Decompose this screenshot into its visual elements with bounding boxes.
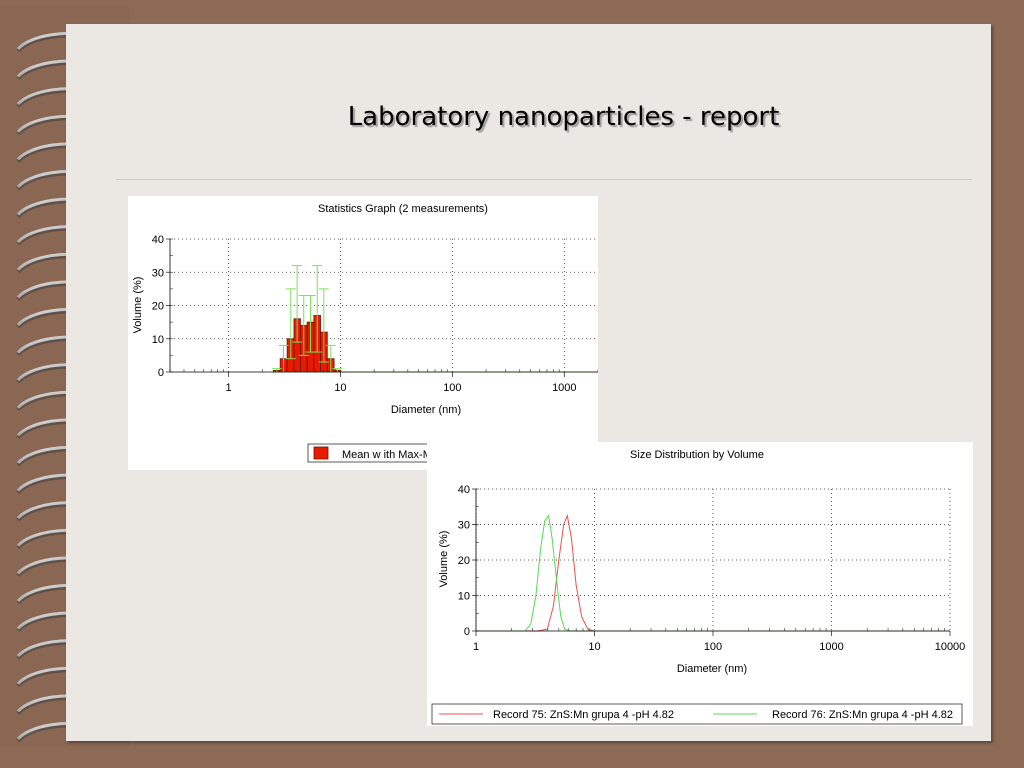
x-tick-label: 10 <box>588 641 600 653</box>
y-tick-label: 10 <box>458 591 470 603</box>
size-distribution-graph: Size Distribution by Volume 1 10 100 1000 10… <box>431 449 966 725</box>
x-tick-label: 1000 <box>552 382 576 394</box>
y-tick-label: 20 <box>458 555 470 567</box>
x-tick-label: 10000 <box>935 641 966 653</box>
x-tick-label: 1000 <box>819 641 843 653</box>
y-tick-label: 30 <box>152 267 164 279</box>
y-tick-label: 20 <box>152 301 164 313</box>
x-tick-label: 100 <box>443 382 461 394</box>
x-tick-label: 1 <box>473 641 479 653</box>
legend-label-record-75: Record 75: ZnS:Mn grupa 4 -pH 4.82 <box>493 709 674 721</box>
y-tick-label: 40 <box>458 484 470 496</box>
statistics-graph-panel: Statistics Graph (2 measurements) 1 10 100… <box>128 196 599 470</box>
y-axis-label: Volume (%) <box>132 277 144 334</box>
statistics-graph: Statistics Graph (2 measurements) 1 10 100… <box>132 203 599 463</box>
legend-swatch <box>313 446 329 460</box>
size-distribution-panel: Size Distribution by Volume 1 10 100 1000 10… <box>427 442 973 726</box>
chart-title: Statistics Graph (2 measurements) <box>318 203 488 215</box>
legend-label-record-76: Record 76: ZnS:Mn grupa 4 -pH 4.82 <box>772 709 953 721</box>
x-axis-label: Diameter (nm) <box>677 663 747 675</box>
series-line-record-76 <box>476 514 950 632</box>
y-tick-label: 0 <box>464 626 470 638</box>
y-tick-label: 0 <box>158 367 164 379</box>
x-tick-label: 100 <box>704 641 722 653</box>
chart-title: Size Distribution by Volume <box>630 449 764 461</box>
x-axis-label: Diameter (nm) <box>391 404 461 416</box>
x-tick-label: 10 <box>334 382 346 394</box>
y-axis-label: Volume (%) <box>438 531 450 588</box>
title-divider <box>116 179 972 180</box>
y-tick-label: 10 <box>152 334 164 346</box>
y-tick-label: 40 <box>152 234 164 246</box>
legend: Record 75: ZnS:Mn grupa 4 -pH 4.82 Recor… <box>431 703 963 725</box>
slide-title: Laboratory nanoparticles - report <box>347 102 780 132</box>
y-tick-label: 30 <box>458 520 470 532</box>
x-tick-label: 1 <box>225 382 231 394</box>
